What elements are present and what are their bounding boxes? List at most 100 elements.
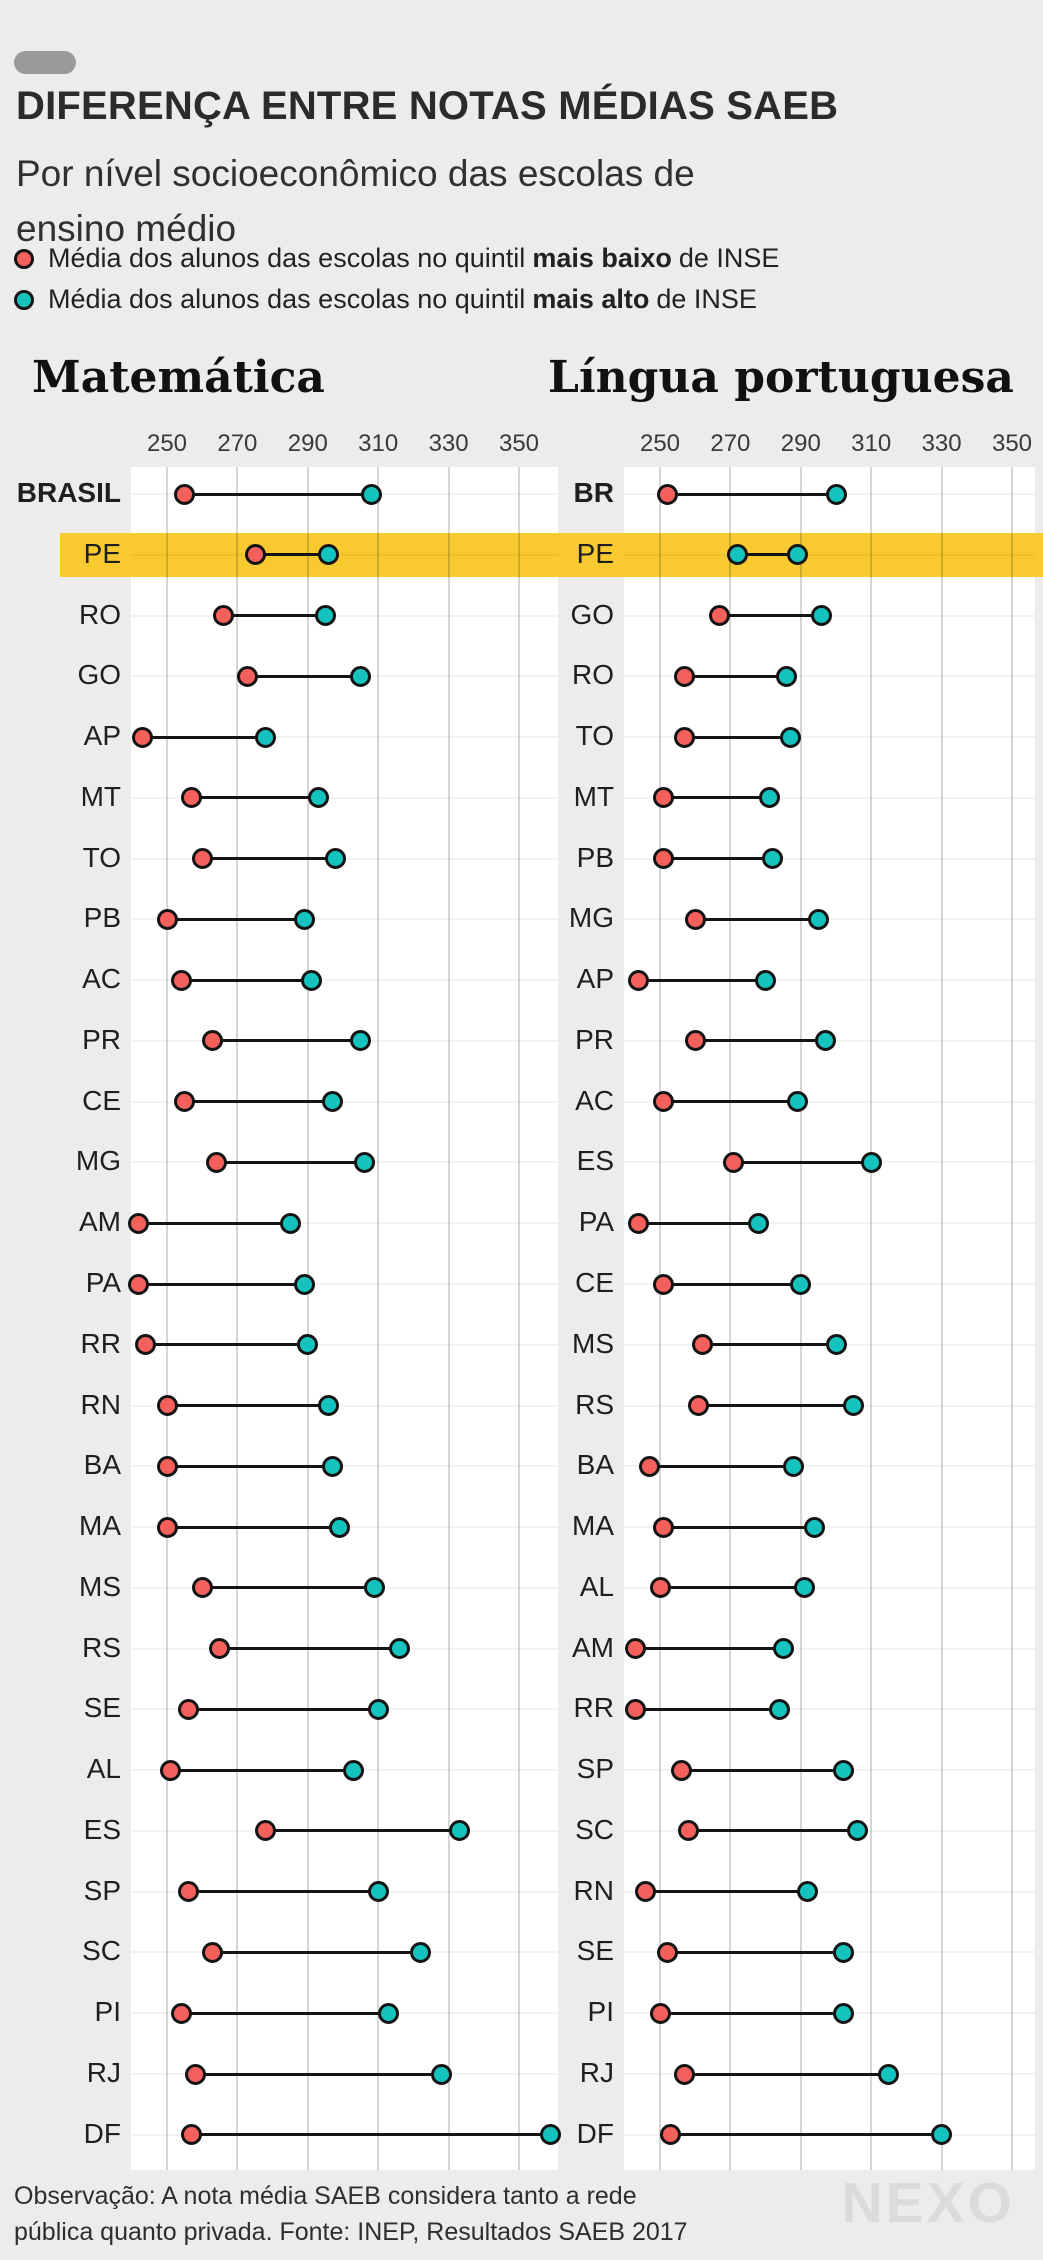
high-dot-MS [364, 1577, 386, 1599]
row-label-AP: AP [576, 963, 614, 995]
connector-RJ [195, 2072, 442, 2076]
connector-AL [170, 1768, 354, 1772]
low-dot-AM [128, 1212, 150, 1234]
connector-MA [663, 1525, 815, 1529]
row-guide-line [624, 1465, 1035, 1468]
connector-RS [698, 1404, 854, 1408]
row-label-MT: MT [80, 780, 121, 812]
page-subtitle: Por nível socioeconômico das escolas de … [16, 146, 695, 256]
high-dot-PB [762, 848, 784, 870]
row-guide-line [624, 796, 1035, 799]
x-tick-label: 350 [498, 430, 540, 457]
x-tick-label: 250 [639, 430, 681, 457]
connector-MA [167, 1525, 340, 1529]
connector-AM [138, 1221, 291, 1225]
low-dot-AC [170, 969, 192, 991]
row-label-ES: ES [576, 1145, 614, 1177]
row-label-MS: MS [79, 1570, 121, 1602]
high-dot-AP [755, 969, 777, 991]
row-guide-line [131, 1404, 558, 1407]
connector-GO [247, 674, 361, 678]
low-dot-RJ [184, 2063, 206, 2085]
connector-AC [181, 978, 312, 982]
high-dot-GO [350, 665, 372, 687]
row-label-MA: MA [572, 1510, 614, 1542]
legend-high-suffix: de INSE [656, 284, 757, 314]
low-dot-BRASIL [174, 483, 196, 505]
high-dot-MT [758, 787, 780, 809]
connector-DF [670, 2133, 942, 2137]
row-guide-line [624, 1283, 1035, 1285]
connector-PE [737, 553, 798, 557]
legend-red-dot-icon [14, 248, 34, 269]
row-label-PE: PE [83, 537, 121, 569]
low-dot-PE [726, 544, 748, 566]
high-dot-PI [832, 2002, 854, 2024]
page-title: DIFERENÇA ENTRE NOTAS MÉDIAS SAEB [16, 84, 839, 128]
connector-MS [202, 1586, 375, 1590]
row-guide-line [624, 1890, 1035, 1893]
row-guide-line [624, 857, 1035, 860]
connector-AM [635, 1647, 784, 1651]
high-dot-CE [790, 1273, 812, 1295]
gridline-350 [1011, 467, 1013, 2170]
low-dot-PE [244, 544, 266, 566]
high-dot-TO [779, 726, 801, 748]
high-dot-ES [860, 1151, 882, 1173]
high-dot-PR [814, 1030, 836, 1052]
panel-title-matematica: Matemática [32, 352, 325, 403]
connector-MT [663, 796, 770, 800]
source-note-line-2: pública quanto privada. Fonte: INEP, Res… [14, 2218, 688, 2246]
brand-pill [14, 51, 76, 74]
low-dot-PB [653, 848, 675, 870]
high-dot-MG [807, 908, 829, 930]
high-dot-ES [448, 1820, 470, 1842]
connector-GO [719, 614, 822, 618]
row-label-MG: MG [568, 902, 614, 934]
row-label-PI: PI [94, 1996, 121, 2028]
row-guide-line [131, 1465, 558, 1468]
row-label-PE: PE [576, 537, 614, 569]
connector-RN [645, 1890, 808, 1894]
low-dot-BA [156, 1455, 178, 1477]
nexo-logo: NEXO [841, 2171, 1015, 2235]
row-label-MA: MA [79, 1510, 121, 1542]
low-dot-SC [677, 1820, 699, 1842]
high-dot-RO [314, 605, 336, 627]
row-label-GO: GO [77, 659, 121, 691]
row-guide-line [131, 553, 558, 556]
low-dot-MG [205, 1151, 227, 1173]
x-tick-label: 290 [287, 430, 328, 457]
connector-PR [212, 1039, 361, 1043]
legend-low-bold: mais baixo [532, 243, 672, 273]
high-dot-MA [328, 1516, 350, 1538]
row-label-RJ: RJ [579, 2057, 614, 2089]
high-dot-RS [843, 1395, 865, 1417]
high-dot-MA [804, 1516, 826, 1538]
low-dot-BR [656, 483, 678, 505]
subtitle-line-1: Por nível socioeconômico das escolas de [16, 153, 695, 194]
row-label-TO: TO [82, 841, 121, 873]
high-dot-RJ [878, 2063, 900, 2085]
row-label-RR: RR [80, 1327, 121, 1359]
connector-BA [167, 1464, 333, 1468]
low-dot-PA [128, 1273, 150, 1295]
high-dot-AC [786, 1091, 808, 1113]
row-label-AM: AM [572, 1631, 614, 1663]
connector-MS [702, 1343, 836, 1347]
connector-SP [681, 1768, 844, 1772]
connector-MG [216, 1160, 365, 1164]
gridline-350 [518, 467, 520, 2170]
row-guide-line [131, 614, 558, 617]
row-label-ES: ES [83, 1813, 121, 1845]
x-tick-label: 330 [921, 430, 962, 457]
row-label-RS: RS [82, 1631, 121, 1663]
high-dot-BA [783, 1455, 805, 1477]
low-dot-PI [170, 2002, 192, 2024]
connector-TO [684, 735, 791, 739]
low-dot-RN [156, 1395, 178, 1417]
gridline-310 [377, 467, 380, 2170]
panel-title-lingua-portuguesa: Língua portuguesa [548, 352, 1014, 403]
high-dot-SE [832, 1941, 854, 1963]
high-dot-MG [353, 1151, 375, 1173]
